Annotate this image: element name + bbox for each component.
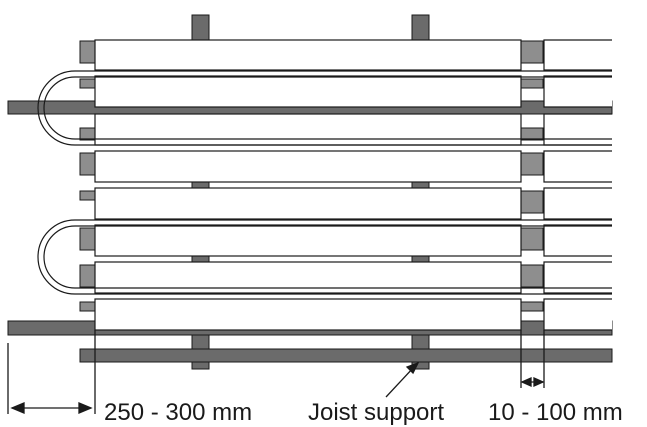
floor-boards-main — [94, 39, 522, 331]
floor-boards-right — [543, 39, 612, 331]
gap-label: 10 - 100 mm — [488, 399, 623, 426]
joist-support-label: Joist support — [308, 399, 444, 426]
heating-pipe — [37, 70, 612, 295]
dimension-lines — [7, 330, 545, 414]
joist-post-left-top — [191, 14, 210, 41]
joist-post-right-top — [411, 14, 430, 41]
spacing-label: 250 - 300 mm — [104, 399, 252, 426]
lower-support-bar-bottom — [79, 348, 613, 363]
